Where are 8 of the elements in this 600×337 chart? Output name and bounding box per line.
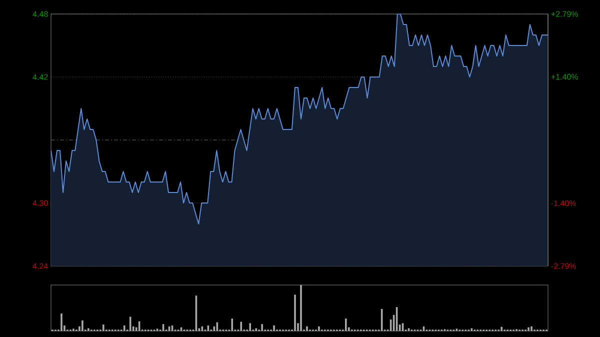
- y-tick-label: 4.30: [32, 200, 48, 206]
- y2-tick-label: -2.79%: [551, 263, 576, 269]
- y-tick-label: 4.24: [32, 263, 48, 269]
- y2-tick-label: +2.79%: [551, 11, 578, 17]
- y-tick-label: 4.48: [32, 11, 48, 17]
- y2-tick-label: +1.40%: [551, 74, 578, 80]
- y-tick-label: 4.42: [32, 74, 48, 80]
- y2-tick-label: -1.40%: [551, 200, 576, 206]
